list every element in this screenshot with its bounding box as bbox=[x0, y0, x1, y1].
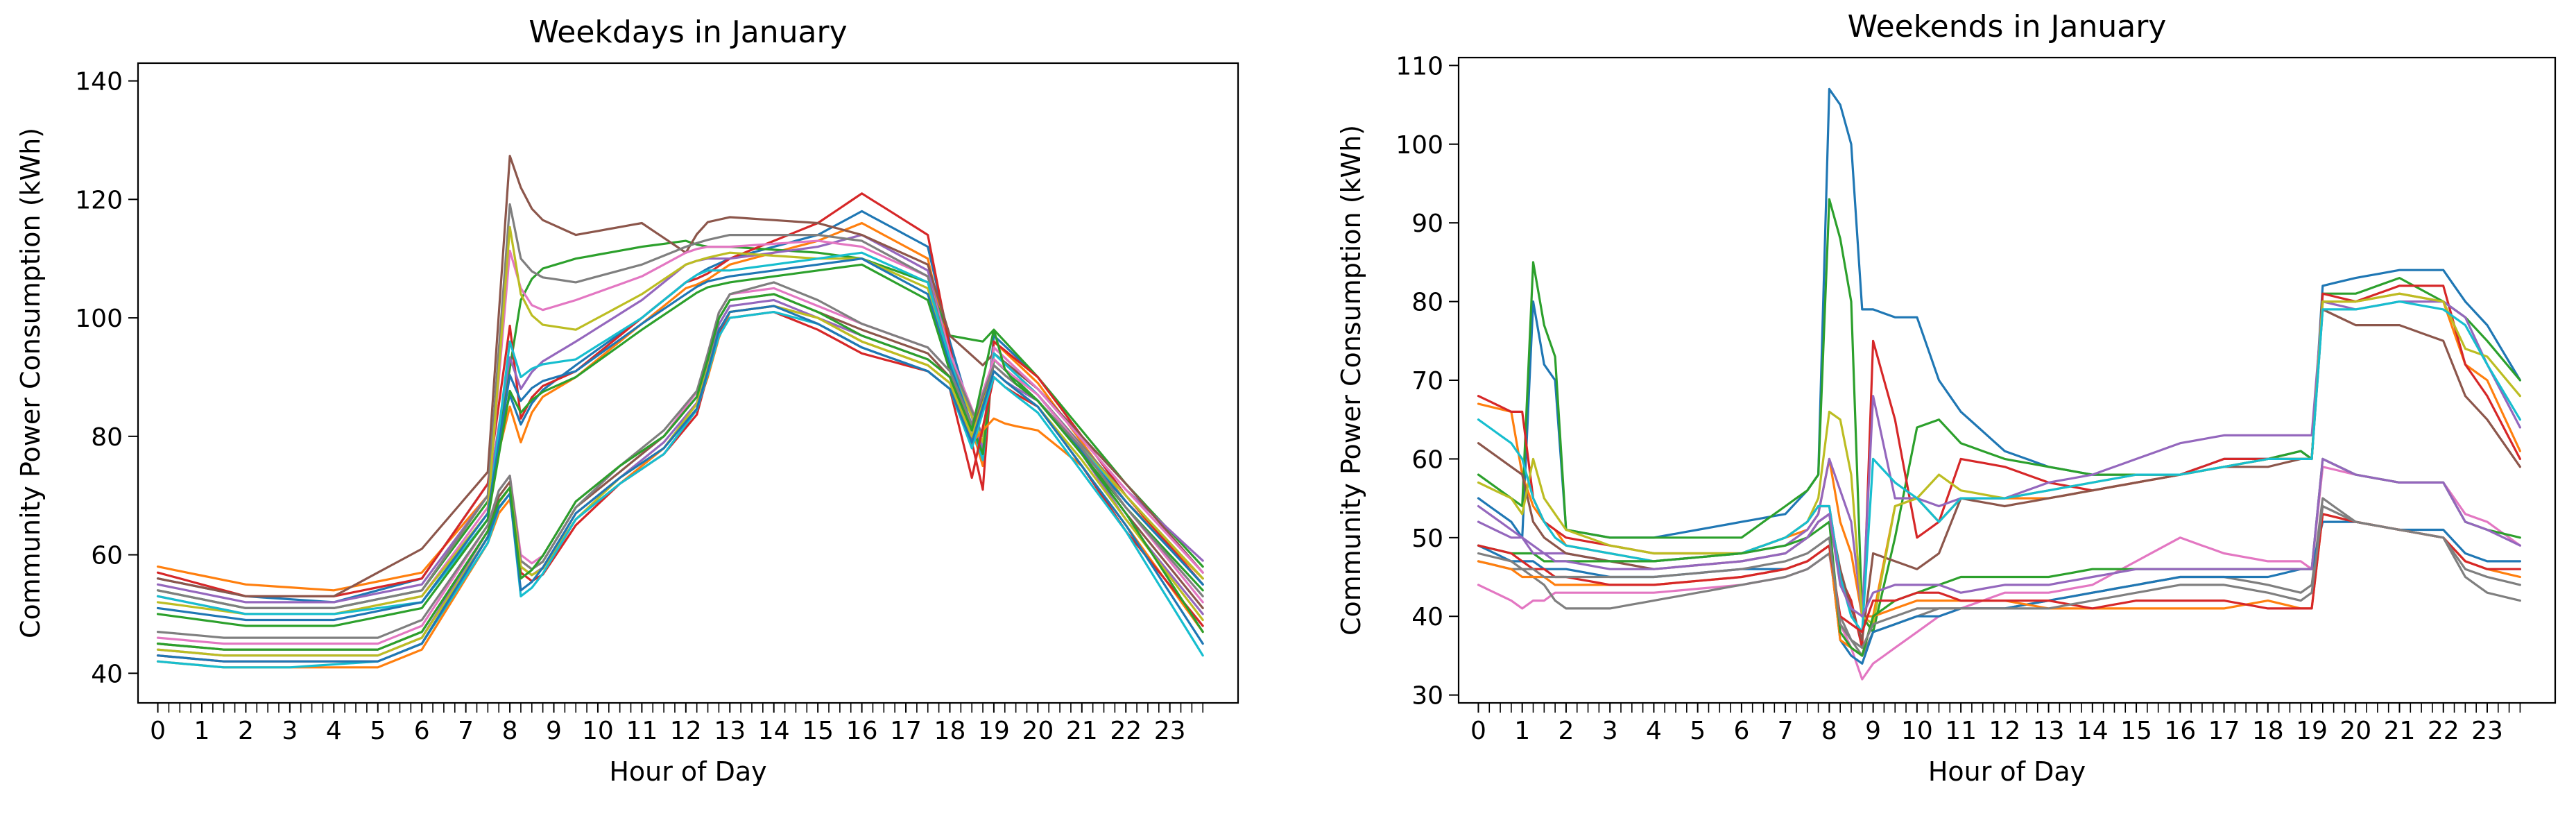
y-tick-label-100: 100 bbox=[1396, 131, 1443, 160]
x-tick-label-13: 13 bbox=[714, 717, 746, 745]
chart-title-weekdays: Weekdays in January bbox=[529, 15, 847, 50]
x-tick-label-17: 17 bbox=[890, 717, 922, 745]
series-line-15 bbox=[1477, 457, 2521, 618]
x-tick-label-2: 2 bbox=[238, 717, 254, 745]
chart-weekdays: 0 1 2 3 4 5 6 7 8 9 10 11 12 13 14 15 16 17 18 19 20 21 22 2340… bbox=[15, 15, 1239, 787]
x-tick-label-17: 17 bbox=[2208, 717, 2240, 745]
x-axis-label: Hour of Day bbox=[609, 756, 766, 787]
x-tick-label-19: 19 bbox=[2296, 717, 2328, 745]
x-tick-label-18: 18 bbox=[2252, 717, 2284, 745]
series-line-9 bbox=[156, 226, 1204, 615]
series-line-16 bbox=[1477, 504, 2521, 649]
x-tick-label-2: 2 bbox=[1558, 717, 1574, 745]
series-line-12 bbox=[156, 263, 1204, 627]
series-line-2 bbox=[1477, 292, 2521, 618]
x-axis-label: Hour of Day bbox=[1928, 756, 2086, 787]
series-line-14 bbox=[1477, 513, 2521, 634]
x-tick-label-18: 18 bbox=[934, 717, 966, 745]
x-tick-label-22: 22 bbox=[1110, 717, 1142, 745]
x-tick-label-11: 11 bbox=[626, 717, 658, 745]
series-line-2 bbox=[156, 221, 1204, 592]
plot-area bbox=[156, 155, 1204, 669]
series-line-11 bbox=[156, 257, 1204, 622]
x-tick-label-6: 6 bbox=[414, 717, 430, 745]
x-tick-label-12: 12 bbox=[670, 717, 702, 745]
x-tick-label-5: 5 bbox=[370, 717, 386, 745]
x-tick-label-1: 1 bbox=[1514, 717, 1530, 745]
axes-frame bbox=[137, 62, 1239, 704]
y-tick-label-140: 140 bbox=[75, 68, 123, 96]
y-tick-label-40: 40 bbox=[91, 660, 123, 688]
y-tick-label-30: 30 bbox=[1411, 682, 1443, 711]
x-tick-label-0: 0 bbox=[150, 717, 166, 745]
x-tick-label-14: 14 bbox=[2077, 717, 2109, 745]
series-line-7 bbox=[1477, 466, 2521, 681]
x-tick-label-15: 15 bbox=[2120, 717, 2152, 745]
x-tick-label-9: 9 bbox=[546, 717, 562, 745]
x-tick-label-11: 11 bbox=[1945, 717, 1977, 745]
x-tick-label-6: 6 bbox=[1733, 717, 1749, 745]
x-tick-label-15: 15 bbox=[802, 717, 834, 745]
series-line-6 bbox=[156, 155, 1204, 597]
y-tick-label-110: 110 bbox=[1396, 52, 1443, 80]
y-tick-label-60: 60 bbox=[1411, 445, 1443, 474]
series-line-20 bbox=[156, 311, 1204, 669]
x-tick-label-1: 1 bbox=[194, 717, 210, 745]
y-tick-label-70: 70 bbox=[1411, 367, 1443, 396]
x-tick-label-22: 22 bbox=[2428, 717, 2459, 745]
y-axis-label: Community Power Consumption (kWh) bbox=[15, 128, 46, 638]
series-line-10 bbox=[156, 251, 1204, 615]
x-tick-label-7: 7 bbox=[1778, 717, 1794, 745]
y-tick-label-80: 80 bbox=[91, 423, 123, 452]
plot-area bbox=[1477, 87, 2521, 681]
series-line-22 bbox=[156, 293, 1204, 651]
y-tick-label-40: 40 bbox=[1411, 603, 1443, 631]
x-tick-label-9: 9 bbox=[1865, 717, 1881, 745]
x-tick-label-8: 8 bbox=[1821, 717, 1837, 745]
y-tick-label-50: 50 bbox=[1411, 525, 1443, 553]
x-tick-label-16: 16 bbox=[846, 717, 878, 745]
series-line-1 bbox=[1477, 87, 2521, 539]
x-tick-label-5: 5 bbox=[1690, 717, 1706, 745]
series-line-9 bbox=[1477, 292, 2521, 626]
x-tick-label-14: 14 bbox=[758, 717, 790, 745]
x-tick-label-4: 4 bbox=[1646, 717, 1662, 745]
chart-weekends: 0 1 2 3 4 5 6 7 8 9 10 11 12 13 14 15 16 17 18 19 20 21 22 2330… bbox=[1336, 9, 2557, 787]
x-tick-label-0: 0 bbox=[1470, 717, 1486, 745]
x-tick-label-23: 23 bbox=[1154, 717, 1186, 745]
x-tick-label-12: 12 bbox=[1989, 717, 2020, 745]
y-axis-label: Community Power Consumption (kWh) bbox=[1336, 125, 1366, 636]
y-tick-label-120: 120 bbox=[75, 186, 123, 214]
y-tick-label-80: 80 bbox=[1411, 289, 1443, 317]
x-tick-label-3: 3 bbox=[1602, 717, 1618, 745]
x-tick-label-10: 10 bbox=[1901, 717, 1933, 745]
series-line-6 bbox=[1477, 308, 2521, 641]
x-tick-label-20: 20 bbox=[2339, 717, 2371, 745]
series-line-18 bbox=[156, 281, 1204, 639]
chart-title-weekends: Weekends in January bbox=[1848, 9, 2167, 44]
x-tick-label-21: 21 bbox=[1066, 717, 1098, 745]
series-line-3 bbox=[1477, 198, 2521, 634]
x-tick-label-21: 21 bbox=[2384, 717, 2416, 745]
y-tick-label-90: 90 bbox=[1411, 210, 1443, 238]
y-tick-label-60: 60 bbox=[91, 542, 123, 570]
x-tick-label-19: 19 bbox=[978, 717, 1010, 745]
x-tick-label-3: 3 bbox=[282, 717, 298, 745]
x-tick-label-7: 7 bbox=[458, 717, 474, 745]
x-tick-label-13: 13 bbox=[2033, 717, 2065, 745]
series-line-17 bbox=[156, 287, 1204, 645]
y-tick-label-100: 100 bbox=[75, 305, 123, 333]
x-tick-label-16: 16 bbox=[2164, 717, 2196, 745]
x-tick-label-4: 4 bbox=[326, 717, 342, 745]
series-line-21 bbox=[156, 305, 1204, 663]
x-tick-label-23: 23 bbox=[2471, 717, 2503, 745]
x-tick-label-10: 10 bbox=[582, 717, 614, 745]
x-tick-label-20: 20 bbox=[1022, 717, 1054, 745]
x-tick-label-8: 8 bbox=[502, 717, 518, 745]
